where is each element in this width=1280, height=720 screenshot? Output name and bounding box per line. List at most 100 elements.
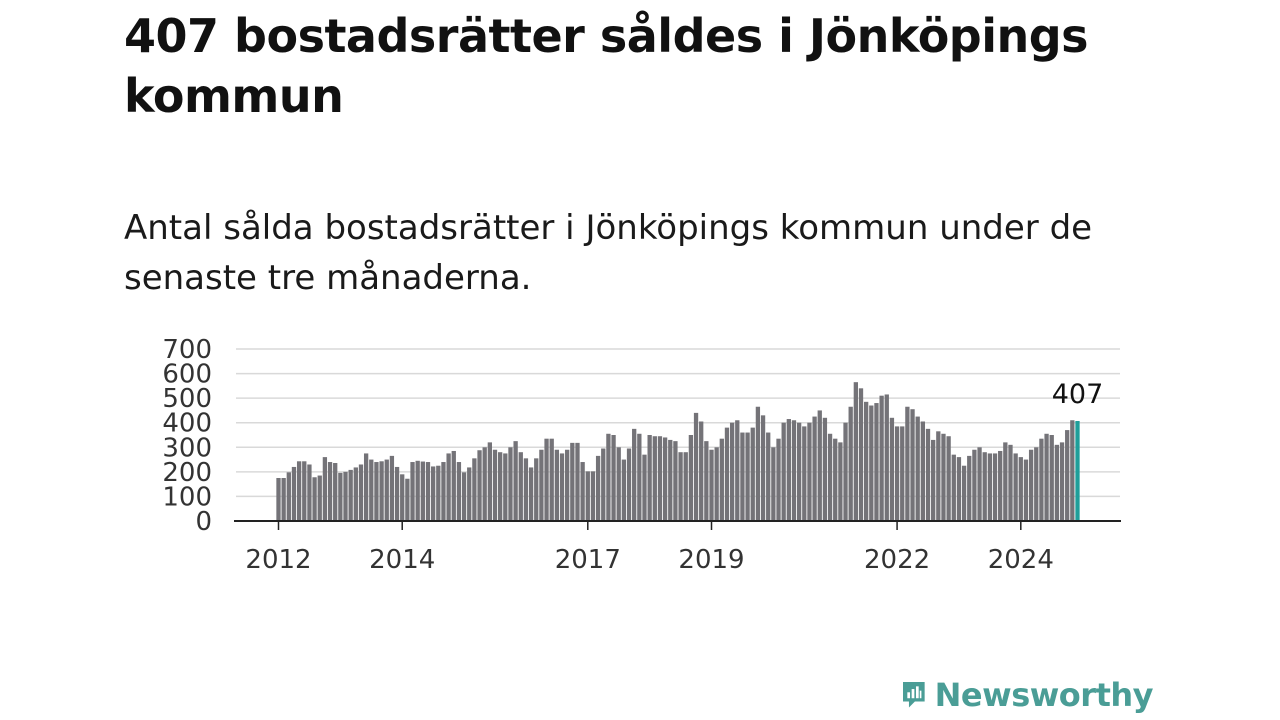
- bar: [915, 416, 920, 521]
- bar: [812, 416, 817, 521]
- bar: [729, 422, 735, 521]
- bar: [513, 441, 518, 521]
- bar: [559, 453, 565, 521]
- bar: [874, 403, 879, 521]
- bar: [498, 452, 503, 521]
- bar: [941, 433, 946, 521]
- bar: [585, 471, 590, 521]
- bar: [503, 453, 508, 521]
- bar: [920, 421, 926, 521]
- bar: [1070, 420, 1075, 521]
- bar: [394, 466, 400, 521]
- bar: [693, 412, 699, 521]
- bar: [869, 405, 874, 521]
- bar: [745, 432, 750, 521]
- bar: [549, 438, 554, 521]
- x-tick-label: 2012: [245, 545, 311, 575]
- bar: [951, 454, 956, 521]
- bar: [961, 465, 967, 521]
- bar: [652, 436, 657, 521]
- bar: [884, 394, 889, 521]
- bar: [838, 442, 843, 521]
- bar: [786, 419, 791, 521]
- x-tick-label: 2024: [988, 545, 1054, 575]
- bar: [657, 436, 663, 521]
- bar: [518, 452, 523, 521]
- y-tick-label: 0: [195, 507, 212, 537]
- bar: [580, 462, 585, 521]
- bar: [446, 453, 451, 521]
- bar: [827, 433, 833, 521]
- x-tick-label: 2014: [369, 545, 435, 575]
- bar: [590, 471, 596, 521]
- bar: [441, 462, 446, 521]
- bar: [369, 459, 374, 521]
- bar: [291, 466, 297, 521]
- y-tick-label: 300: [162, 433, 212, 463]
- bar: [1018, 457, 1023, 521]
- bar: [389, 455, 395, 521]
- bar: [1065, 430, 1070, 521]
- bar: [358, 464, 364, 521]
- bar: [864, 401, 869, 521]
- bar: [544, 438, 549, 521]
- chart-subtitle: Antal sålda bostadsrätter i Jönköpings k…: [124, 208, 1093, 298]
- bar: [956, 457, 962, 521]
- bar: [833, 438, 838, 521]
- bar: [925, 428, 931, 521]
- bar: [776, 438, 781, 521]
- bar: [750, 427, 755, 521]
- page-title: 407 bostadsrätter såldes i Jönköpings ko…: [124, 9, 1089, 123]
- bar: [1008, 444, 1013, 521]
- bar: [967, 455, 972, 521]
- bar: [900, 426, 905, 521]
- bar: [606, 433, 611, 521]
- bar: [425, 462, 431, 521]
- bar: [353, 467, 358, 521]
- newsworthy-brand: Newsworthy: [903, 671, 1154, 719]
- bar: [451, 450, 456, 521]
- bar: [1059, 442, 1065, 521]
- bar: [420, 461, 425, 521]
- bar: [853, 382, 858, 521]
- bar: [410, 462, 415, 521]
- bar: [822, 417, 828, 521]
- bar: [487, 442, 492, 521]
- bar: [611, 435, 616, 521]
- bar: [714, 447, 719, 521]
- bar: [781, 422, 786, 521]
- bar: [601, 448, 606, 521]
- bar: [312, 477, 317, 521]
- bar: [477, 450, 482, 521]
- bar: [379, 461, 384, 521]
- brand-name: Newsworthy: [934, 676, 1154, 714]
- bar: [807, 422, 812, 521]
- bar: [662, 437, 668, 521]
- bar: [735, 420, 740, 521]
- bar: [843, 422, 848, 521]
- bar: [322, 457, 328, 521]
- bar: [889, 417, 895, 521]
- bar: [879, 395, 884, 521]
- bar: [472, 458, 477, 521]
- bar: [456, 462, 462, 521]
- bar: [338, 472, 343, 521]
- bar: [673, 441, 678, 521]
- bar: [539, 449, 544, 521]
- bar: [1023, 459, 1029, 521]
- y-tick-label: 400: [162, 409, 212, 439]
- bar: [998, 450, 1003, 521]
- bar: [534, 458, 539, 521]
- bar: [616, 447, 621, 521]
- bar: [699, 421, 704, 521]
- x-axis-ticks: 2012 2014 2017 2019 2022 2024: [245, 521, 1054, 575]
- bar: [523, 458, 529, 521]
- bar: [374, 462, 379, 521]
- y-tick-label: 600: [162, 360, 212, 390]
- bar: [570, 442, 575, 521]
- bar: [771, 447, 776, 521]
- y-tick-label: 700: [162, 335, 212, 365]
- bar: [683, 452, 688, 521]
- bars: [276, 382, 1080, 521]
- bar: [492, 449, 498, 521]
